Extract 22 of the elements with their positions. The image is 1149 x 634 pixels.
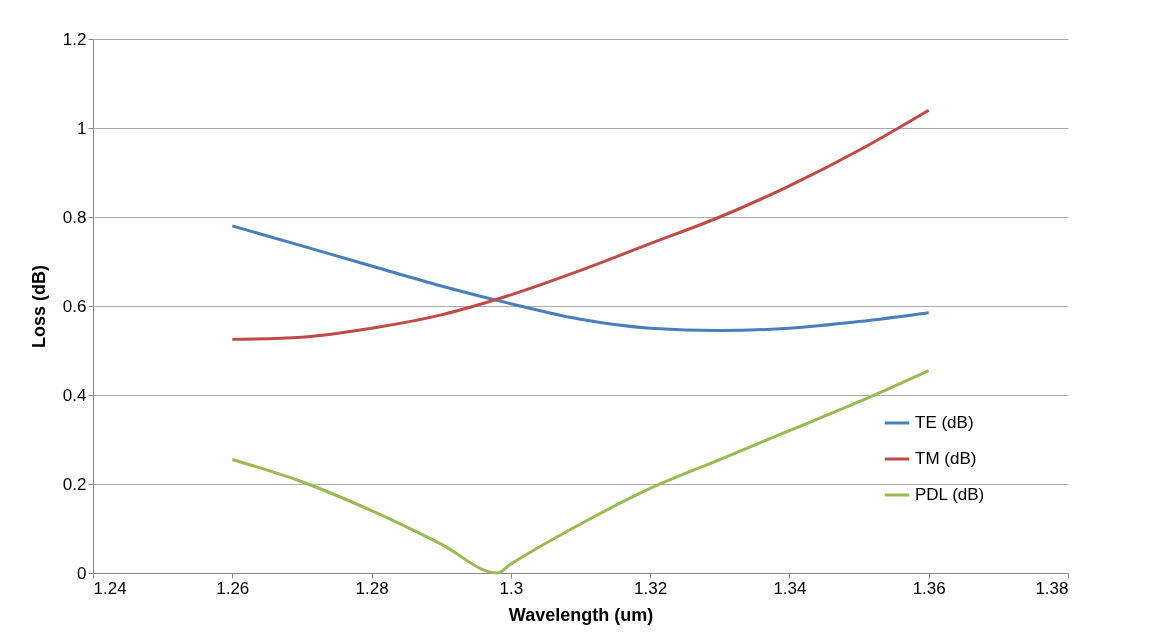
x-tick-label: 1.36: [912, 578, 946, 598]
x-tick-label: 1.26: [216, 578, 250, 598]
x-tick-label: 1.24: [93, 578, 127, 598]
x-tick-label: 1.32: [634, 578, 668, 598]
y-tick-label: 0.4: [62, 385, 87, 405]
y-tick-label: 0.8: [62, 207, 87, 227]
y-tick-label: 1.2: [62, 29, 87, 49]
x-tick-label: 1.34: [773, 578, 807, 598]
x-axis-title: Wavelength (um): [508, 604, 654, 625]
x-tick-label: 1.3: [499, 578, 524, 598]
y-tick-label: 0.6: [62, 296, 87, 316]
y-tick-label: 1: [77, 118, 87, 138]
line-series: [230, 224, 931, 332]
x-tick-label: 1.38: [1035, 578, 1069, 598]
y-tick-label: 0: [77, 563, 87, 583]
legend-label: PDL (dB): [915, 485, 985, 504]
y-tick-label: 0.2: [62, 474, 87, 494]
line-series: [230, 108, 931, 341]
x-tick-label: 1.28: [355, 578, 389, 598]
legend-label: TM (dB): [915, 449, 977, 468]
y-axis-title: Loss (dB): [28, 265, 49, 348]
legend-label: TE (dB): [915, 413, 974, 432]
